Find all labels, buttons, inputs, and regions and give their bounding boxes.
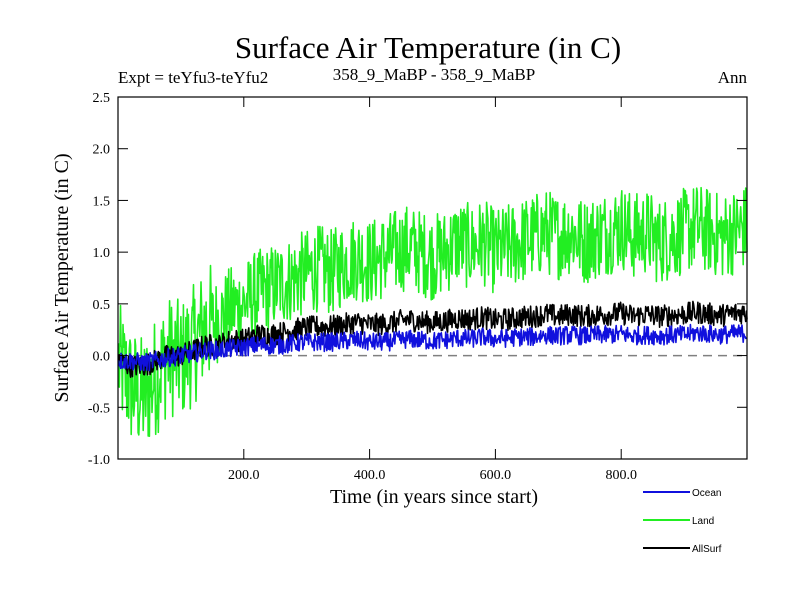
x-tick-label: 800.0: [605, 468, 637, 483]
legend: Ocean Land AllSurf: [643, 488, 722, 555]
x-axis-label: Time (in years since start): [330, 486, 538, 508]
x-tick-label: 400.0: [354, 468, 386, 483]
subtitle-period: 358_9_MaBP - 358_9_MaBP: [333, 65, 535, 84]
series-line-ocean: [117, 323, 748, 372]
subtitle-experiment: Expt = teYfu3-teYfu2: [118, 68, 268, 87]
y-tick-label: -0.5: [88, 401, 110, 416]
x-tick-label: 200.0: [228, 468, 260, 483]
y-axis-label: Surface Air Temperature (in C): [51, 153, 73, 402]
y-tick-label: 1.0: [93, 246, 111, 261]
series-line-land: [117, 186, 748, 438]
y-tick-label: 2.5: [93, 91, 111, 106]
y-tick-label: -1.0: [88, 453, 110, 468]
plot-area: -1.0 -0.5 0.0 0.5 1.0 1.5 2.0 2.5 200.0 400.0 600.…: [88, 91, 748, 483]
legend-label-land: Land: [692, 516, 714, 527]
x-tick-label: 600.0: [480, 468, 512, 483]
plot-frame: [117, 96, 748, 460]
legend-label-allsurf: AllSurf: [692, 544, 722, 555]
series-line-allsurf: [117, 300, 748, 379]
y-tick-label: 0.0: [93, 350, 111, 365]
legend-label-ocean: Ocean: [692, 488, 721, 499]
y-tick-label: 0.5: [93, 298, 111, 313]
subtitle-season: Ann: [718, 68, 748, 87]
chart-title: Surface Air Temperature (in C): [235, 30, 621, 65]
y-tick-label: 1.5: [93, 194, 111, 209]
y-tick-label: 2.0: [93, 143, 111, 158]
